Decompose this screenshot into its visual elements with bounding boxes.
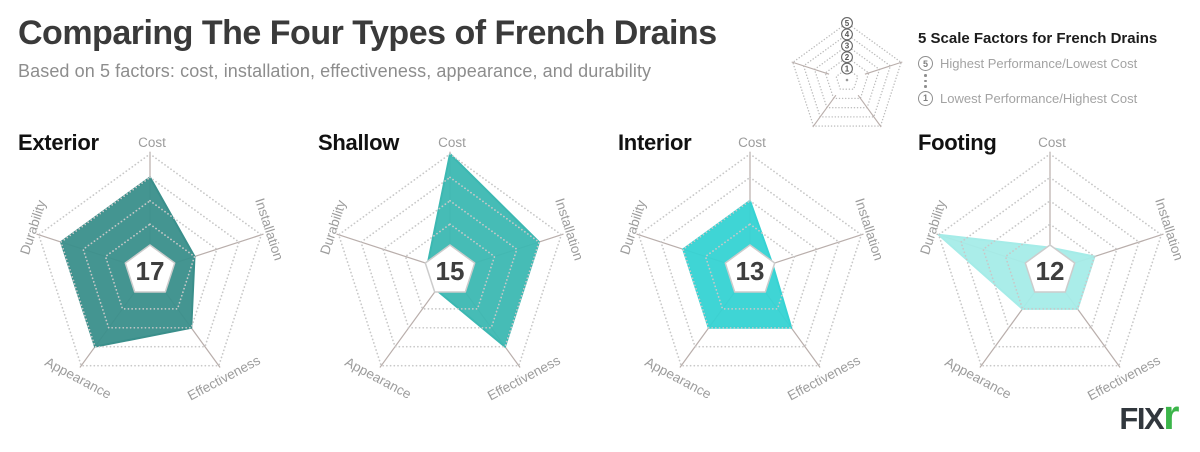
- scale-5-badge: 5: [918, 56, 933, 71]
- grid-ring: [104, 223, 196, 310]
- axis-label-durability: Durability: [617, 198, 649, 256]
- grid-ring: [360, 176, 540, 348]
- axis-label-cost: Cost: [1038, 135, 1066, 150]
- grid-ring: [835, 67, 859, 90]
- radar-chart-exterior: Exterior 17 Cost Installation Effectiveness…: [0, 128, 300, 408]
- radar-chart-shallow: Shallow 15 Cost Installation Effectiveness A…: [300, 128, 600, 408]
- grid-ring: [637, 152, 863, 367]
- grid-ring: [802, 33, 892, 118]
- chart-title-interior: Interior: [618, 130, 692, 155]
- total-badge: [424, 244, 476, 293]
- legend-axis-line: [864, 61, 903, 75]
- axis-label-installation: Installation: [252, 196, 286, 262]
- legend-axis-line: [812, 94, 837, 128]
- axis-label-appearance: Appearance: [942, 354, 1013, 401]
- legend-axis-line: [857, 94, 882, 128]
- grid-ring: [337, 152, 563, 367]
- grid-ring: [60, 176, 240, 348]
- chart-title-footing: Footing: [918, 130, 997, 155]
- grid-ring: [1004, 223, 1096, 310]
- axis-label-installation: Installation: [1152, 196, 1186, 262]
- grid-ring: [82, 199, 218, 329]
- grid-ring: [791, 22, 903, 127]
- axis-label-installation: Installation: [552, 196, 586, 262]
- legend-ring-number: 3: [845, 42, 850, 51]
- legend-low-row: 1 Lowest Performance/Highest Cost: [918, 90, 1200, 106]
- total-badge: [1024, 244, 1076, 293]
- grid-ring: [960, 176, 1140, 348]
- legend-ring-number: 2: [845, 53, 850, 62]
- total-badge: [724, 244, 776, 293]
- grid-ring: [982, 199, 1118, 329]
- grid-ring: [704, 223, 796, 310]
- total-value: 13: [736, 256, 765, 286]
- page-subtitle: Based on 5 factors: cost, installation, …: [18, 61, 652, 81]
- radar-chart-footing: Footing 12 Cost Installation Effectiveness A…: [900, 128, 1200, 408]
- grid-ring: [937, 152, 1163, 367]
- legend-ring-number-circle: [841, 62, 853, 75]
- legend-axis-line: [791, 61, 830, 75]
- grid-ring: [382, 199, 518, 329]
- total-value: 15: [436, 256, 465, 286]
- legend-high-row: 5 Highest Performance/Lowest Cost: [918, 56, 1200, 71]
- total-value: 17: [136, 256, 165, 286]
- legend-ring-number: 5: [845, 19, 850, 28]
- axis-label-durability: Durability: [17, 198, 49, 256]
- grid-ring: [37, 152, 263, 367]
- legend-ring-number-circle: [841, 51, 853, 64]
- grid-ring: [404, 223, 496, 310]
- legend-center-dot: [845, 78, 849, 82]
- header: Comparing The Four Types of French Drain…: [18, 14, 717, 82]
- grid-ring: [682, 199, 818, 329]
- radar-chart-interior: Interior 13 Cost Installation Effectiveness…: [600, 128, 900, 408]
- data-polygon: [426, 153, 540, 348]
- fixr-logo-text: FIX: [1119, 401, 1164, 436]
- legend-title: 5 Scale Factors for French Drains: [918, 30, 1158, 47]
- axis-label-effectiveness: Effectiveness: [1085, 352, 1163, 403]
- radar-charts-row: Exterior 17 Cost Installation Effectiveness…: [0, 128, 1200, 408]
- axis-label-effectiveness: Effectiveness: [485, 352, 563, 403]
- axis-label-appearance: Appearance: [642, 354, 713, 401]
- legend-ring-number: 1: [845, 64, 850, 73]
- grid-ring: [660, 176, 840, 348]
- total-badge: [124, 244, 176, 293]
- axis-label-appearance: Appearance: [42, 354, 113, 401]
- legend-ring-number-circle: [841, 17, 853, 29]
- legend-radar-chart: 5 4 3 2 1: [791, 17, 903, 128]
- fixr-logo: FIXr: [1119, 394, 1179, 440]
- legend-ring-number: 4: [845, 30, 850, 39]
- axis-label-durability: Durability: [917, 198, 949, 256]
- scale-1-badge: 1: [918, 90, 933, 106]
- legend-text: 5 Scale Factors for French Drains 5 High…: [918, 4, 1200, 136]
- page-title: Comparing The Four Types of French Drain…: [18, 14, 717, 52]
- legend-high-label: Highest Performance/Lowest Cost: [940, 56, 1138, 71]
- axis-label-durability: Durability: [317, 198, 349, 256]
- axis-label-installation: Installation: [852, 196, 886, 262]
- legend-ring-number-circle: [841, 39, 853, 52]
- chart-title-shallow: Shallow: [318, 130, 400, 155]
- scale-legend: 5 4 3 2 1 5 Scale Factors for French Drains …: [786, 4, 1200, 136]
- legend-ring-number-circle: [841, 28, 853, 41]
- chart-title-exterior: Exterior: [18, 130, 99, 155]
- axis-label-cost: Cost: [138, 135, 166, 150]
- axis-label-effectiveness: Effectiveness: [785, 352, 863, 403]
- fixr-logo-accent: r: [1163, 391, 1179, 438]
- grid-ring: [824, 56, 870, 100]
- axis-label-cost: Cost: [738, 135, 766, 150]
- axis-label-cost: Cost: [438, 135, 466, 150]
- total-value: 12: [1036, 256, 1065, 286]
- axis-label-appearance: Appearance: [342, 354, 413, 401]
- axis-label-effectiveness: Effectiveness: [185, 352, 263, 403]
- legend-low-label: Lowest Performance/Highest Cost: [940, 90, 1138, 106]
- legend-ellipsis-icon: [924, 74, 1200, 88]
- grid-ring: [813, 44, 881, 109]
